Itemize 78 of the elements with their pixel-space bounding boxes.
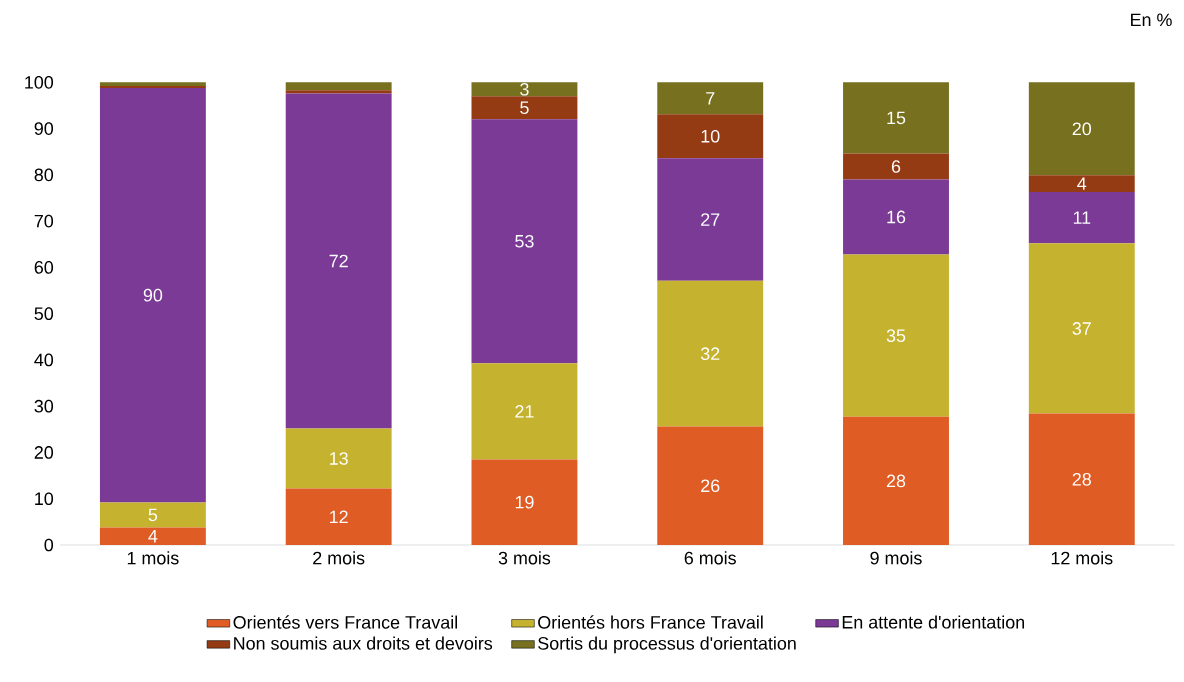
bar	[285, 82, 392, 91]
data-label: 21	[515, 405, 534, 418]
data-label: 28	[886, 474, 906, 488]
x-tick-label: 3 mois	[498, 551, 551, 565]
data-label: 12	[330, 510, 348, 524]
data-label: 53	[515, 234, 534, 248]
data-label: 10	[701, 129, 720, 143]
bar	[471, 82, 578, 97]
bar	[471, 96, 578, 120]
data-label: 3	[520, 82, 529, 96]
data-label: 16	[887, 210, 906, 224]
data-label: 7	[706, 92, 715, 105]
bar	[843, 82, 949, 154]
bar	[1028, 413, 1135, 545]
y-tick-label: 50	[34, 307, 54, 320]
y-tick-label: 100	[25, 75, 54, 89]
x-tick-label: 12 mois	[1051, 551, 1113, 565]
data-label: 11	[1073, 211, 1091, 224]
bar	[99, 82, 206, 87]
y-tick-label: 70	[34, 214, 54, 228]
bar	[1028, 82, 1135, 176]
bar	[1028, 191, 1135, 244]
x-tick-label: 2 mois	[313, 551, 365, 565]
data-label: 15	[887, 111, 906, 125]
y-tick-label: 60	[34, 261, 54, 274]
bar	[99, 87, 206, 503]
legend-label: Non soumis aux droits et devoirs	[234, 636, 493, 650]
data-label: 4	[1077, 177, 1087, 190]
bar	[657, 158, 764, 281]
bar	[471, 119, 578, 364]
y-tick-label: 10	[35, 492, 54, 506]
bar	[843, 153, 949, 180]
bar	[285, 93, 392, 429]
y-tick-label: 20	[34, 446, 54, 459]
data-label: 26	[701, 479, 720, 493]
bar	[843, 254, 949, 417]
legend-label: En attente d'orientation	[842, 615, 1025, 629]
data-label: 90	[143, 288, 163, 302]
text: En %	[1131, 13, 1172, 27]
data-label: 13	[330, 452, 348, 465]
data-label: 72	[329, 254, 348, 268]
data-label: 28	[1072, 472, 1091, 486]
bar	[657, 426, 764, 545]
data-label: 6	[891, 160, 901, 173]
bar	[657, 114, 764, 159]
data-label: 27	[701, 213, 720, 226]
bar	[471, 363, 578, 460]
data-label: 5	[148, 508, 158, 522]
data-label: 4	[148, 530, 158, 543]
legend-label: Sortis du processus d'orientation	[538, 636, 796, 654]
data-label: 19	[515, 495, 534, 509]
bar	[1028, 175, 1135, 192]
bar	[471, 459, 578, 545]
legend-label: Orientés hors France Travail	[538, 615, 763, 629]
data-label: 37	[1072, 322, 1091, 335]
bar	[285, 90, 392, 94]
bar	[285, 428, 392, 489]
bar	[1028, 243, 1135, 414]
bar	[843, 416, 949, 545]
bar	[657, 280, 764, 427]
bar	[657, 82, 764, 115]
legend-label: Orientés vers France Travail	[233, 615, 458, 629]
y-tick-label: 0	[44, 538, 54, 552]
data-label: 35	[886, 329, 906, 342]
y-tick-label: 80	[34, 168, 54, 182]
bar	[843, 179, 949, 255]
y-tick-label: 90	[34, 122, 54, 135]
bar	[99, 502, 206, 528]
data-label: 5	[520, 101, 529, 115]
y-tick-label: 30	[34, 399, 54, 413]
bar	[285, 488, 392, 545]
y-tick-label: 40	[34, 353, 54, 367]
data-label: 32	[700, 347, 720, 361]
x-tick-label: 9 mois	[870, 551, 922, 565]
x-tick-label: 6 mois	[684, 551, 736, 565]
bar	[99, 527, 206, 545]
x-tick-label: 1 mois	[127, 551, 179, 565]
data-label: 20	[1072, 122, 1092, 136]
